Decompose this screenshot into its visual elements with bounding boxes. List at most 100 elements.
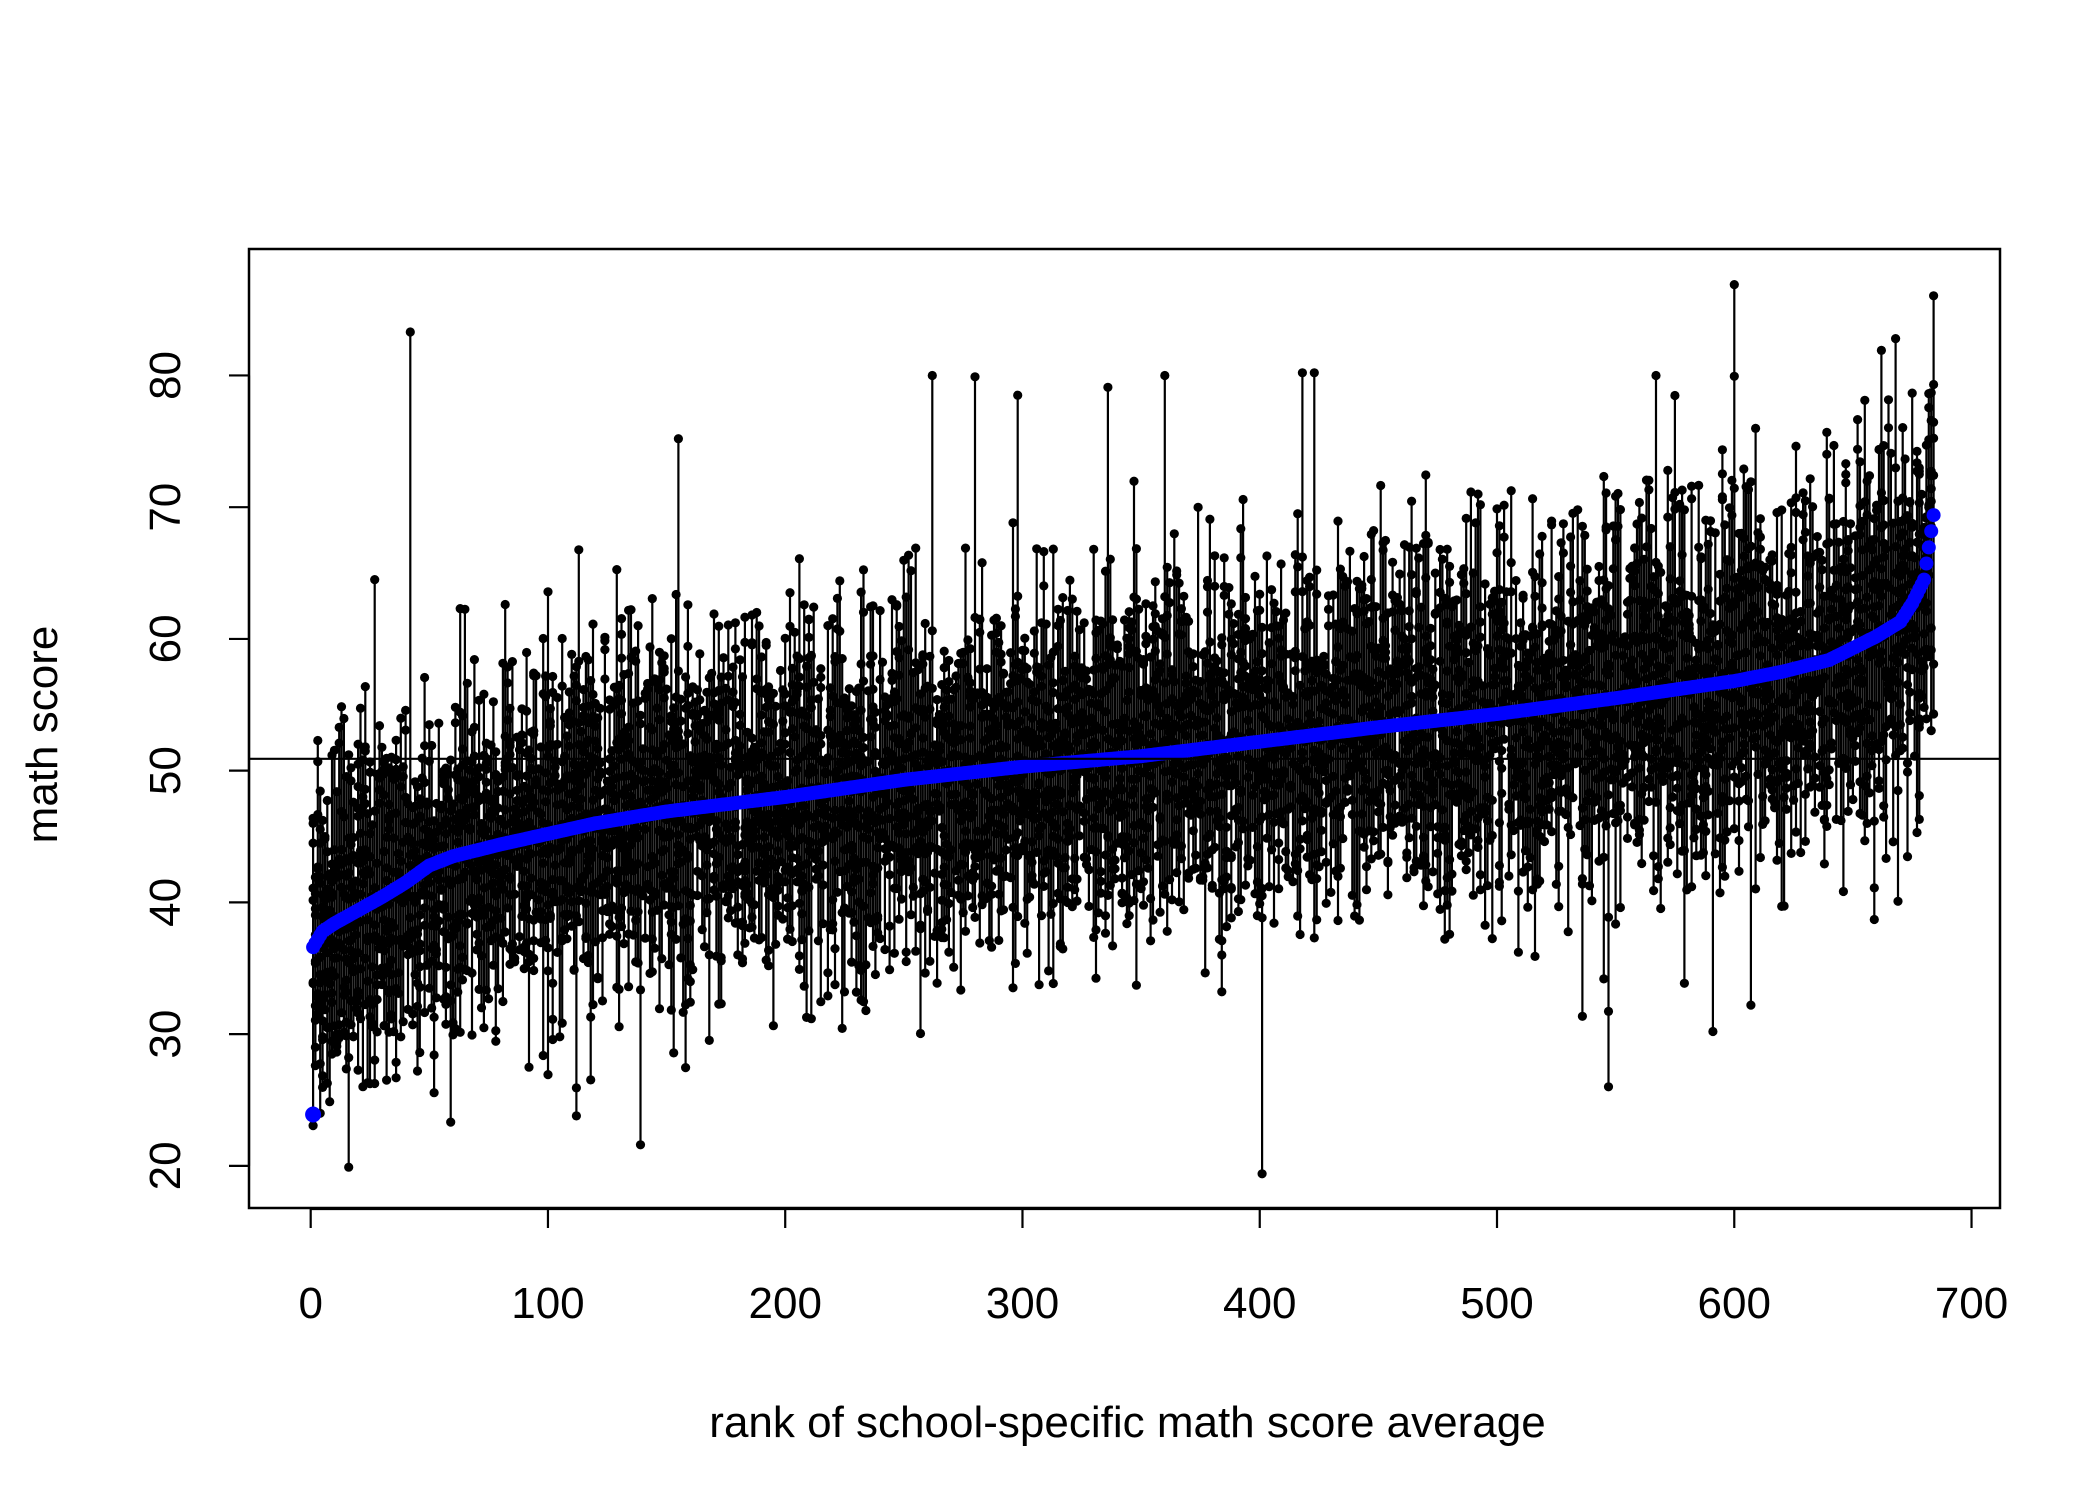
- student-point: [752, 866, 762, 876]
- student-point: [768, 1021, 779, 1031]
- student-point: [813, 808, 824, 818]
- student-point: [737, 917, 748, 927]
- student-point: [1402, 848, 1412, 858]
- student-point: [1226, 599, 1236, 609]
- student-point: [799, 600, 809, 610]
- student-point: [597, 933, 608, 943]
- student-point: [778, 914, 788, 924]
- student-point: [1293, 865, 1303, 876]
- student-point: [1634, 497, 1644, 508]
- student-point: [889, 948, 900, 958]
- student-point: [1229, 766, 1239, 776]
- student-point: [1255, 899, 1265, 909]
- student-point: [787, 936, 797, 947]
- student-point: [958, 860, 968, 870]
- student-point: [552, 739, 563, 749]
- student-point: [1442, 900, 1452, 910]
- student-point: [484, 994, 494, 1004]
- student-point: [683, 728, 693, 739]
- student-point: [1162, 649, 1172, 659]
- student-point: [491, 887, 501, 897]
- student-point: [1499, 663, 1509, 674]
- student-point: [1146, 893, 1156, 904]
- student-point: [773, 846, 783, 856]
- student-point: [1482, 881, 1493, 891]
- student-point: [635, 710, 646, 720]
- student-point: [469, 810, 479, 820]
- student-point: [391, 1057, 401, 1067]
- data-layer: [305, 280, 1941, 1179]
- student-point: [574, 917, 584, 927]
- student-point: [626, 605, 636, 615]
- student-point: [866, 659, 876, 669]
- student-point: [1314, 716, 1324, 727]
- student-point: [951, 671, 961, 681]
- student-point: [1231, 778, 1241, 788]
- student-point: [474, 938, 484, 948]
- student-point: [441, 829, 451, 839]
- student-point: [1134, 722, 1144, 732]
- student-point: [396, 713, 406, 723]
- student-point: [711, 744, 722, 755]
- student-point: [1463, 794, 1474, 804]
- student-point: [1485, 650, 1495, 660]
- student-point: [813, 871, 824, 881]
- student-point: [1473, 489, 1483, 499]
- student-point: [1504, 799, 1514, 809]
- student-point: [1459, 748, 1469, 758]
- student-point: [1278, 615, 1289, 625]
- student-point: [1494, 860, 1504, 871]
- student-point: [911, 750, 921, 760]
- student-point: [1029, 626, 1039, 636]
- student-point: [939, 646, 949, 656]
- student-point: [1079, 713, 1089, 724]
- student-point: [956, 721, 966, 731]
- student-point: [958, 658, 968, 669]
- student-point: [975, 615, 985, 625]
- student-point: [915, 1028, 926, 1039]
- student-point: [370, 575, 380, 585]
- student-point: [1020, 707, 1030, 717]
- student-point: [654, 1004, 665, 1014]
- student-point: [1172, 793, 1182, 803]
- student-point: [1414, 669, 1424, 679]
- student-point: [557, 895, 567, 905]
- student-point: [616, 653, 627, 663]
- student-point: [1634, 706, 1644, 716]
- student-point: [1551, 760, 1561, 770]
- student-point: [773, 772, 783, 782]
- student-point: [379, 790, 389, 800]
- student-point: [816, 664, 826, 674]
- student-point: [541, 671, 551, 681]
- student-point: [664, 960, 674, 970]
- student-point: [1347, 765, 1357, 775]
- student-point: [616, 921, 627, 932]
- student-point: [920, 618, 930, 629]
- student-point: [315, 878, 325, 888]
- student-point: [420, 672, 430, 683]
- student-point: [1020, 646, 1030, 656]
- student-point: [609, 761, 620, 771]
- student-point: [996, 853, 1006, 863]
- student-point: [996, 649, 1006, 659]
- student-point: [861, 857, 871, 867]
- student-point: [1091, 653, 1101, 664]
- student-point: [1060, 728, 1070, 738]
- student-point: [1008, 902, 1018, 913]
- student-point: [1202, 607, 1213, 617]
- student-point: [1632, 837, 1642, 848]
- student-point: [825, 705, 835, 715]
- student-point: [1172, 570, 1182, 580]
- student-point: [1176, 711, 1186, 722]
- student-point: [1274, 884, 1284, 894]
- student-point: [365, 852, 375, 862]
- student-point: [455, 941, 465, 951]
- student-point: [885, 813, 895, 824]
- student-point: [415, 910, 425, 920]
- student-point: [1461, 589, 1471, 599]
- student-point: [1608, 564, 1618, 574]
- student-point: [1155, 907, 1165, 917]
- student-point: [1423, 732, 1433, 742]
- student-point: [1582, 564, 1592, 574]
- student-point: [745, 780, 755, 790]
